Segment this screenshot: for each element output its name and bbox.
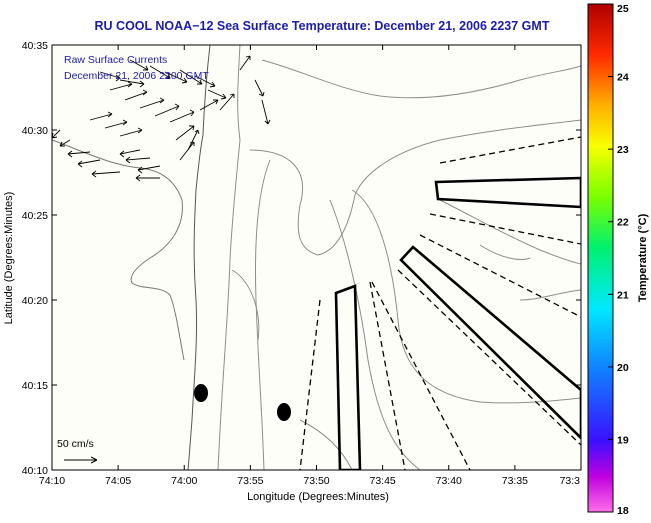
land-outline	[52, 139, 185, 361]
colorbar-tick-label: 22	[617, 217, 629, 229]
y-tick-label: 40:35	[22, 40, 48, 52]
inset-line-1: Raw Surface Currents	[64, 54, 167, 66]
y-axis-label: Latitude (Degrees:Minutes)	[3, 192, 15, 325]
figure-title: RU COOL NOAA−12 Sea Surface Temperature:…	[95, 19, 550, 33]
x-tick-label: 73:50	[303, 475, 329, 487]
colorbar-ticks: 25 24 23 22 21 20 19 18	[608, 3, 629, 517]
x-tick-label: 74:00	[171, 475, 197, 487]
colorbar-tick-label: 18	[617, 505, 629, 517]
current-vectors	[52, 55, 271, 182]
colorbar-tick-label: 20	[617, 362, 629, 374]
y-tick-label: 40:30	[22, 125, 48, 137]
colorbar-tick-label: 21	[617, 289, 629, 301]
plot-area	[52, 45, 581, 470]
map-layer	[52, 45, 581, 470]
x-tick-label: 73:45	[369, 475, 395, 487]
sampling-boxes	[334, 176, 581, 470]
x-tick-label: 74:10	[39, 475, 65, 487]
station-marker	[194, 384, 208, 402]
x-tick-label: 73:40	[436, 475, 462, 487]
x-tick-label: 73:55	[237, 475, 263, 487]
scale-arrow-label: 50 cm/s	[57, 438, 94, 450]
y-tick-label: 40:25	[22, 210, 48, 222]
x-axis-label: Longitude (Degrees:Minutes)	[247, 491, 389, 503]
colorbar-tick-label: 25	[617, 3, 629, 15]
y-tick-label: 40:10	[22, 465, 48, 477]
x-tick-label: 73:3	[560, 475, 581, 487]
axis-ticks: 74:10 74:05 74:00 73:55 73:50 73:45 73:40 73:35…	[22, 40, 582, 487]
scale-arrow	[64, 456, 98, 464]
coastline	[187, 45, 211, 470]
inset-line-2: December 21, 2006 2200 GMT	[64, 70, 209, 82]
x-tick-label: 73:35	[502, 475, 528, 487]
y-tick-label: 40:20	[22, 295, 48, 307]
station-marker	[277, 403, 291, 421]
y-tick-label: 40:15	[22, 380, 48, 392]
x-tick-label: 74:05	[105, 475, 131, 487]
colorbar-tick-label: 24	[617, 72, 629, 84]
colorbar	[587, 3, 614, 513]
colorbar-label: Temperature (°C)	[637, 213, 649, 302]
dashed-radials	[299, 136, 581, 470]
depth-contours	[217, 45, 581, 470]
colorbar-tick-label: 19	[617, 434, 629, 446]
colorbar-tick-label: 23	[617, 144, 629, 156]
